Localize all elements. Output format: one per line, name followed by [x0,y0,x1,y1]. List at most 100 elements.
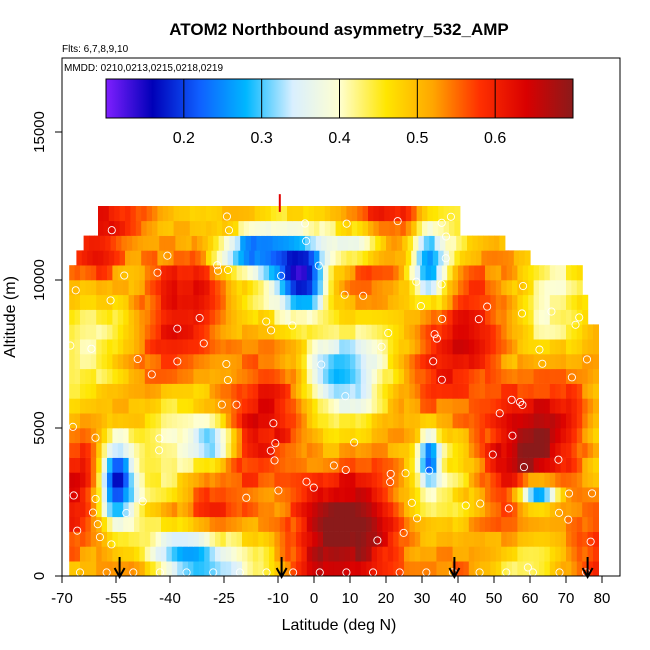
heatmap-cell [144,516,151,532]
heatmap-cell [198,398,205,414]
heatmap-cell [274,457,281,473]
heatmap-cell [485,309,491,325]
sample-point [266,446,275,455]
sample-point [182,568,191,576]
heatmap-cell [593,339,599,355]
heatmap-cell [355,442,362,458]
heatmap-cell [452,265,459,281]
heatmap-cell [236,324,243,340]
y-tick-label: 5000 [31,411,48,444]
heatmap-cell [209,368,216,384]
heatmap-cell [431,383,437,399]
heatmap-cell [549,324,556,340]
heatmap-cell [225,502,232,518]
heatmap-cell [490,398,497,414]
heatmap-cell [168,206,175,222]
heatmap-cell [517,516,524,532]
heatmap-cell [517,368,524,384]
heatmap-cell [209,457,216,473]
sample-point [413,514,422,523]
heatmap-cell [468,546,475,562]
sample-point [93,520,102,529]
heatmap-cell [528,339,535,355]
heatmap-cell [506,354,513,370]
heatmap-cell [177,531,184,547]
heatmap-cell [177,516,184,532]
heatmap-cell [135,250,142,266]
heatmap-cell [224,235,230,251]
heatmap-cell [242,516,248,532]
heatmap-cell [436,472,443,488]
heatmap-cell [398,457,405,473]
heatmap-cell [116,235,122,251]
heatmap-cell [360,516,367,532]
heatmap-cell [490,309,497,325]
heatmap-cell [339,428,346,444]
heatmap-cell [225,398,232,414]
heatmap-cell [393,561,400,576]
heatmap-cell [328,294,335,310]
heatmap-cell [382,368,389,384]
heatmap-cell [301,413,308,429]
heatmap-cell [236,487,243,503]
heatmap-cell [247,383,254,399]
heatmap-cell [155,442,162,458]
heatmap-cell [501,546,508,562]
heatmap-cell [274,368,281,384]
heatmap-cell [495,502,502,518]
heatmap-cell [198,413,205,429]
heatmap-cell [429,235,436,251]
heatmap-cell [134,428,140,444]
heatmap-cell [582,398,589,414]
heatmap-cell [198,561,205,576]
heatmap-cell [544,368,551,384]
heatmap-cell [112,383,119,399]
heatmap-cell [152,206,158,222]
heatmap-cell [387,280,394,296]
heatmap-cell [252,354,259,370]
heatmap-cell [112,428,119,444]
heatmap-cell [387,531,394,547]
sample-point [461,501,470,510]
heatmap-cell [155,546,162,562]
heatmap-cell [209,487,216,503]
heatmap-cell [360,561,367,576]
heatmap-cell [458,442,464,458]
heatmap-cell [371,309,378,325]
heatmap-cell [107,413,113,429]
heatmap-cell [290,354,297,370]
heatmap-cell [495,354,502,370]
heatmap-cell [198,442,205,458]
heatmap-cell [414,487,421,503]
heatmap-cell [333,487,340,503]
heatmap-cell [387,339,394,355]
heatmap-cell [566,561,572,576]
heatmap-cell [411,250,418,266]
heatmap-cell [90,442,97,458]
heatmap-cell [171,457,178,473]
heatmap-cell [288,235,295,251]
heatmap-cell [335,250,342,266]
heatmap-cell [323,265,329,281]
heatmap-cell [582,428,589,444]
heatmap-cell [490,516,497,532]
heatmap-cell [193,561,200,576]
heatmap-cell [544,398,551,414]
heatmap-cell [431,428,437,444]
heatmap-cell [409,383,416,399]
heatmap-cell [377,294,383,310]
heatmap-cell [389,206,396,222]
heatmap-cell [182,354,189,370]
heatmap-cell [373,220,380,236]
heatmap-cell [171,354,178,370]
sample-point [518,400,527,409]
heatmap-cell [211,206,218,222]
heatmap-cell [128,280,135,296]
heatmap-cell [587,428,594,444]
heatmap-cell [549,280,556,296]
heatmap-cell [323,354,329,370]
heatmap-cell [333,546,340,562]
heatmap-cell [512,472,518,488]
heatmap-cell [409,294,416,310]
heatmap-cell [366,324,373,340]
